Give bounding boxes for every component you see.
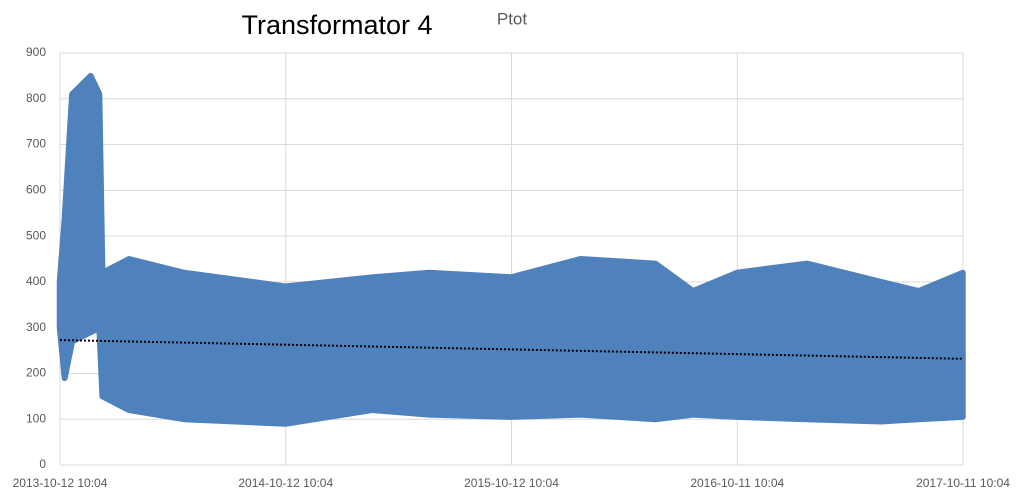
- y-tick-label: 300: [26, 320, 46, 334]
- y-tick-label: 500: [26, 228, 46, 242]
- trend-line: [59, 339, 964, 360]
- y-tick-label: 100: [26, 411, 46, 425]
- y-tick-label: 0: [39, 457, 46, 471]
- x-tick-label: 2014-10-12 10:04: [238, 476, 333, 490]
- x-tick-label: 2016-10-11 10:04: [690, 476, 784, 490]
- x-tick-label: 2017-10-11 10:04: [916, 476, 1010, 490]
- y-tick-label: 700: [26, 137, 46, 151]
- data-area: [56, 72, 966, 427]
- y-tick-label: 200: [26, 366, 46, 380]
- chart-subtitle: Ptot: [497, 9, 528, 28]
- y-tick-label: 600: [26, 183, 46, 197]
- x-tick-label: 2015-10-12 10:04: [464, 476, 559, 490]
- y-tick-label: 400: [26, 274, 46, 288]
- y-tick-label: 900: [26, 45, 46, 59]
- chart-title: Transformator 4: [241, 10, 432, 40]
- x-tick-label: 2013-10-12 10:04: [13, 476, 108, 490]
- y-tick-label: 800: [26, 91, 46, 105]
